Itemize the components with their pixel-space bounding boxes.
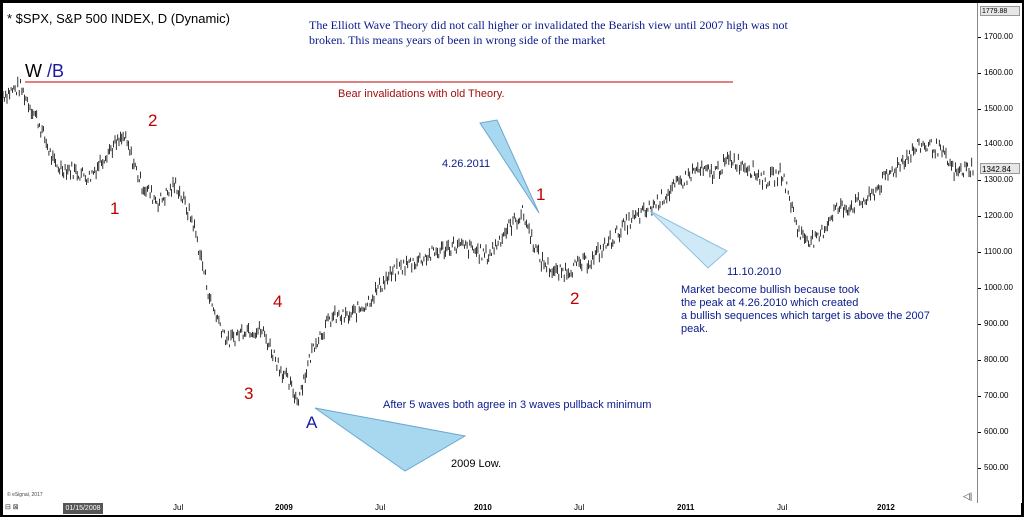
top-price-box: 1779.88: [980, 6, 1020, 16]
triangle-2009-low: [314, 407, 467, 472]
y-tick-mark: [978, 432, 981, 433]
x-tick-label: Jul: [777, 503, 788, 512]
wave-label-2b: 2: [570, 289, 580, 308]
y-tick-mark: [978, 324, 981, 325]
wave-label-4: 4: [273, 292, 283, 311]
y-tick-mark: [978, 360, 981, 361]
bullish-note-line-4: peak.: [681, 323, 708, 335]
y-tick-mark: [978, 37, 981, 38]
x-axis[interactable]: ⊟ ⊠ 01/15/2008 Jul 2009 Jul 2010 Jul 2011 Jul 2…: [3, 503, 1021, 515]
bullish-note-line-2: the peak at 4.26.2010 which created: [681, 297, 859, 309]
y-tick-mark: [978, 468, 981, 469]
y-tick-label: 1700.00: [984, 32, 1013, 41]
date-label-2011: 4.26.2011: [442, 158, 491, 170]
y-tick-label: 500.00: [984, 463, 1009, 472]
y-tick-label: 1400.00: [984, 139, 1013, 148]
copyright-text: © eSignal, 2017: [7, 492, 43, 498]
wave-label-2: 2: [148, 111, 158, 130]
y-tick-mark: [978, 216, 981, 217]
price-chart: [3, 76, 974, 472]
bear-line-label: Bear invalidations with old Theory.: [338, 88, 505, 100]
x-tick-label: Jul: [173, 503, 184, 512]
y-tick-mark: [978, 144, 981, 145]
y-tick-mark: [978, 252, 981, 253]
header-note-line-2: broken. This means years of been in wron…: [309, 33, 606, 47]
x-tick-label: Jul: [375, 503, 386, 512]
x-tick-label: 2009: [275, 503, 293, 512]
y-tick-label: 1500.00: [984, 104, 1013, 113]
y-tick-label: 600.00: [984, 427, 1009, 436]
x-tick-label: 2011: [677, 503, 695, 512]
y-tick-mark: [978, 180, 981, 181]
x-tick-label: Jul: [574, 503, 585, 512]
date-label-2010: 11.10.2010: [727, 266, 782, 278]
x-tick-label: 2010: [474, 503, 492, 512]
y-tick-mark: [978, 73, 981, 74]
low-2009-label: 2009 Low.: [451, 458, 502, 470]
triangle-2011-peak: [479, 119, 540, 214]
x-tick-label: 2012: [877, 503, 895, 512]
wave-label-slash: /: [42, 61, 53, 81]
y-tick-label: 900.00: [984, 319, 1009, 328]
y-tick-label: 800.00: [984, 355, 1009, 364]
y-tick-label: 1300.00: [984, 175, 1013, 184]
y-tick-mark: [978, 396, 981, 397]
plot-area[interactable]: * $SPX, S&P 500 INDEX, D (Dynamic) The E…: [3, 3, 977, 503]
navigation-icon[interactable]: ⊟ ⊠: [5, 504, 19, 511]
bullish-note-line-3: a bullish sequences which target is abov…: [681, 310, 930, 322]
y-tick-label: 700.00: [984, 391, 1009, 400]
y-tick-mark: [978, 288, 981, 289]
pullback-note: After 5 waves both agree in 3 waves pull…: [383, 399, 652, 411]
last-price-box: 1342.84: [980, 163, 1020, 174]
wave-label-a: A: [306, 413, 318, 432]
y-tick-mark: [978, 109, 981, 110]
wave-label-1b: 1: [536, 185, 546, 204]
triangle-2010-marker: [649, 210, 728, 269]
bullish-note-line-1: Market become bullish because took: [681, 284, 860, 296]
y-tick-label: 1200.00: [984, 211, 1013, 220]
cursor-date-box: 01/15/2008: [63, 503, 103, 514]
y-axis[interactable]: 1779.88 1342.84 1700.00 1600.00 1500.00 140…: [977, 3, 1022, 503]
wave-label-3: 3: [244, 384, 254, 403]
wave-label-w: W: [25, 61, 42, 81]
y-tick-label: 1100.00: [984, 247, 1013, 256]
y-tick-label: 1000.00: [984, 283, 1013, 292]
wave-label-1: 1: [110, 199, 120, 218]
price-bars: [3, 76, 974, 406]
header-note-line-1: The Elliott Wave Theory did not call hig…: [309, 18, 788, 32]
scroll-forward-icon[interactable]: ◁|: [963, 491, 973, 501]
chart-title: * $SPX, S&P 500 INDEX, D (Dynamic): [7, 11, 231, 26]
wave-label-b: B: [52, 61, 65, 81]
wave-label-wb: W /B: [25, 61, 64, 82]
y-tick-label: 1600.00: [984, 68, 1013, 77]
